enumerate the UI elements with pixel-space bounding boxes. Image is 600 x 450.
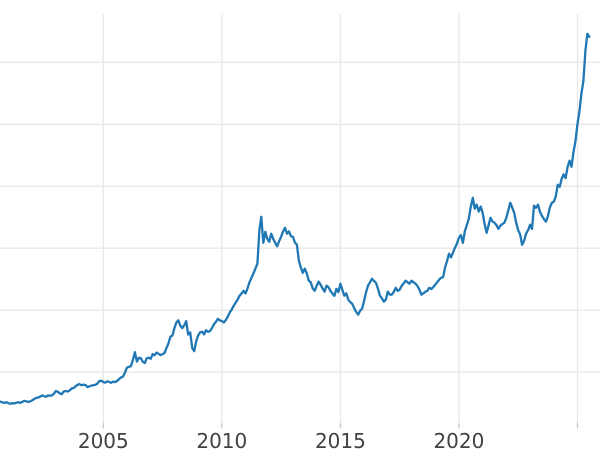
x-tick-label-2010: 2010 — [196, 429, 247, 450]
x-tick-label-2020: 2020 — [433, 429, 484, 450]
price-line — [0, 32, 591, 405]
x-tick-label-2005: 2005 — [78, 429, 129, 450]
horizontal-gridlines — [0, 61, 600, 373]
vertical-gridlines — [102, 14, 579, 423]
x-axis-tick-labels: 2005 2010 2015 2020 — [78, 429, 485, 450]
x-tick-label-2015: 2015 — [315, 429, 366, 450]
x-axis-tick-marks — [102, 423, 579, 429]
